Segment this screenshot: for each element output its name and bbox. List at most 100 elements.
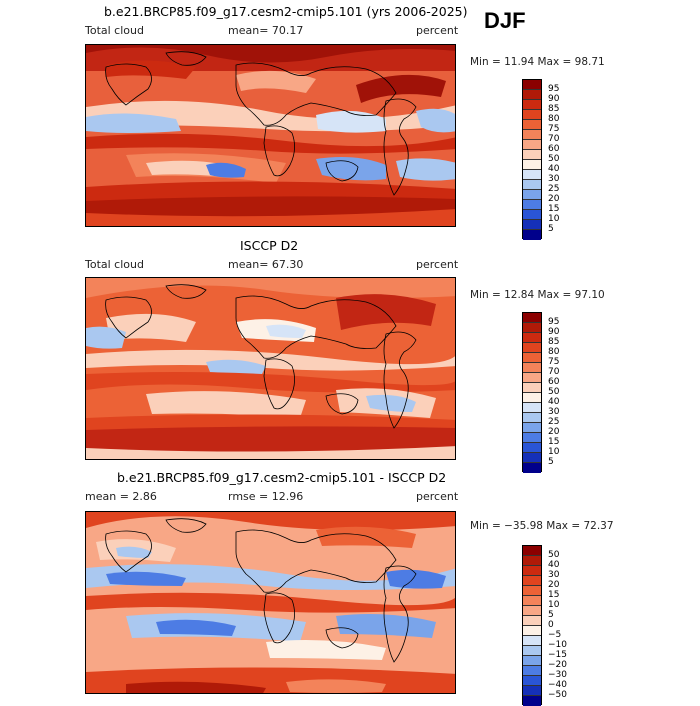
panel1-minmax: Min = 11.94 Max = 98.71: [470, 56, 605, 68]
colorbar-swatch: [523, 606, 541, 616]
colorbar-tick-label: 40: [548, 397, 560, 407]
colorbar-swatch: [523, 353, 541, 363]
panel2-colorbar: [522, 312, 542, 473]
panel2-mean: mean= 67.30: [228, 258, 304, 271]
colorbar-tick-label: 10: [548, 447, 560, 457]
colorbar-tick-label: 5: [548, 610, 554, 620]
panel1-mean: mean= 70.17: [228, 24, 304, 37]
panel1-units: percent: [416, 24, 459, 37]
colorbar-tick-label: 60: [548, 377, 560, 387]
colorbar-swatch: [523, 373, 541, 383]
colorbar-tick-label: 95: [548, 84, 560, 94]
colorbar-tick-label: −50: [548, 690, 567, 700]
colorbar-tick-label: 80: [548, 114, 560, 124]
colorbar-swatch: [523, 333, 541, 343]
colorbar-swatch: [523, 556, 541, 566]
colorbar-swatch: [523, 110, 541, 120]
colorbar-swatch: [523, 666, 541, 676]
colorbar-swatch: [523, 80, 541, 90]
colorbar-swatch: [523, 403, 541, 413]
colorbar-swatch: [523, 636, 541, 646]
colorbar-swatch: [523, 626, 541, 636]
colorbar-tick-label: 15: [548, 590, 560, 600]
colorbar-swatch: [523, 453, 541, 463]
colorbar-swatch: [523, 90, 541, 100]
panel3-title: b.e21.BRCP85.f09_g17.cesm2-cmip5.101 - I…: [117, 470, 447, 485]
colorbar-tick-label: 5: [548, 457, 554, 467]
colorbar-swatch: [523, 160, 541, 170]
colorbar-tick-label: 30: [548, 174, 560, 184]
colorbar-swatch: [523, 676, 541, 686]
colorbar-swatch: [523, 150, 541, 160]
colorbar-swatch: [523, 140, 541, 150]
panel1-map: [85, 44, 456, 227]
colorbar-swatch: [523, 646, 541, 656]
colorbar-tick-label: 75: [548, 124, 560, 134]
colorbar-tick-label: 15: [548, 437, 560, 447]
colorbar-tick-label: −5: [548, 630, 562, 640]
colorbar-swatch: [523, 463, 541, 473]
colorbar-tick-label: −40: [548, 680, 567, 690]
colorbar-swatch: [523, 546, 541, 556]
colorbar-tick-label: 50: [548, 550, 560, 560]
colorbar-tick-label: 50: [548, 387, 560, 397]
colorbar-tick-label: 10: [548, 600, 560, 610]
colorbar-tick-label: 90: [548, 94, 560, 104]
colorbar-tick-label: 30: [548, 570, 560, 580]
colorbar-tick-label: −20: [548, 660, 567, 670]
panel3-mean: mean = 2.86: [85, 490, 157, 503]
colorbar-tick-label: 90: [548, 327, 560, 337]
colorbar-tick-label: 60: [548, 144, 560, 154]
colorbar-swatch: [523, 686, 541, 696]
colorbar-tick-label: 5: [548, 224, 554, 234]
colorbar-swatch: [523, 383, 541, 393]
panel2-map: [85, 277, 456, 460]
season-label: DJF: [484, 8, 526, 33]
colorbar-swatch: [523, 596, 541, 606]
colorbar-swatch: [523, 190, 541, 200]
colorbar-swatch: [523, 363, 541, 373]
colorbar-tick-label: 80: [548, 347, 560, 357]
colorbar-swatch: [523, 586, 541, 596]
colorbar-swatch: [523, 413, 541, 423]
colorbar-swatch: [523, 323, 541, 333]
colorbar-swatch: [523, 313, 541, 323]
colorbar-swatch: [523, 423, 541, 433]
colorbar-swatch: [523, 130, 541, 140]
colorbar-swatch: [523, 170, 541, 180]
colorbar-tick-label: 70: [548, 367, 560, 377]
colorbar-tick-label: 40: [548, 164, 560, 174]
colorbar-swatch: [523, 576, 541, 586]
panel1-colorbar: [522, 79, 542, 240]
colorbar-swatch: [523, 433, 541, 443]
colorbar-swatch: [523, 120, 541, 130]
colorbar-tick-label: 85: [548, 337, 560, 347]
colorbar-tick-label: −10: [548, 640, 567, 650]
colorbar-tick-label: 50: [548, 154, 560, 164]
colorbar-tick-label: 10: [548, 214, 560, 224]
panel2-title: ISCCP D2: [240, 238, 299, 253]
colorbar-tick-label: 25: [548, 184, 560, 194]
panel1-title: b.e21.BRCP85.f09_g17.cesm2-cmip5.101 (yr…: [104, 4, 468, 19]
panel3-map: [85, 511, 456, 694]
panel2-variable: Total cloud: [85, 258, 144, 271]
colorbar-tick-label: 75: [548, 357, 560, 367]
panel2-minmax: Min = 12.84 Max = 97.10: [470, 289, 605, 301]
colorbar-tick-label: 70: [548, 134, 560, 144]
panel3-rmse: rmse = 12.96: [228, 490, 304, 503]
colorbar-tick-label: 15: [548, 204, 560, 214]
colorbar-tick-label: 95: [548, 317, 560, 327]
colorbar-swatch: [523, 393, 541, 403]
colorbar-tick-label: 20: [548, 194, 560, 204]
colorbar-swatch: [523, 696, 541, 706]
panel1-variable: Total cloud: [85, 24, 144, 37]
colorbar-swatch: [523, 100, 541, 110]
colorbar-tick-label: 85: [548, 104, 560, 114]
colorbar-swatch: [523, 343, 541, 353]
colorbar-tick-label: 30: [548, 407, 560, 417]
colorbar-swatch: [523, 200, 541, 210]
colorbar-swatch: [523, 220, 541, 230]
colorbar-swatch: [523, 210, 541, 220]
colorbar-tick-label: 20: [548, 580, 560, 590]
colorbar-tick-label: 40: [548, 560, 560, 570]
